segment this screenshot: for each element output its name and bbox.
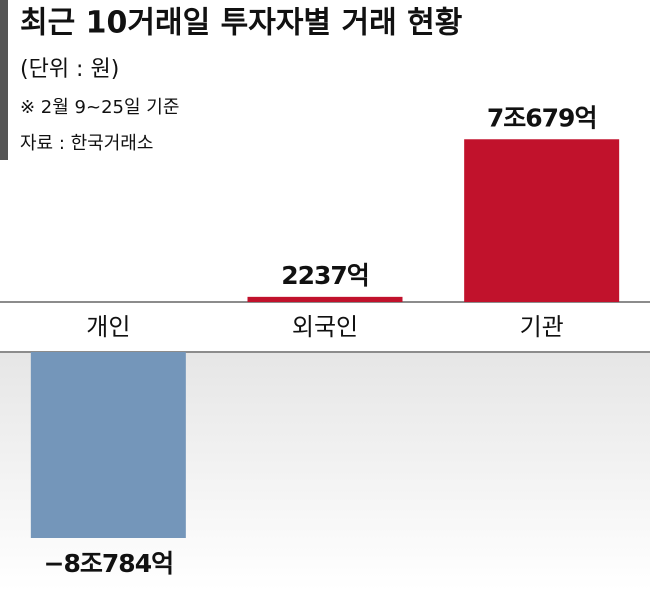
subtitle: (단위 : 원) (20, 57, 119, 82)
value-label: −8조784억 (44, 549, 174, 578)
accent-bar (0, 0, 8, 160)
value-label: 7조679억 (487, 103, 597, 132)
value-label: 2237억 (281, 261, 369, 290)
bar (247, 296, 403, 302)
chart-title: 최근 10거래일 투자자별 거래 현황 (20, 6, 462, 41)
x-tick-label: 개인 (86, 313, 130, 341)
bar (30, 352, 186, 538)
note: 자료 : 한국거래소 (20, 133, 153, 154)
x-tick-label: 외국인 (292, 313, 358, 341)
note: ※ 2월 9~25일 기준 (20, 97, 179, 118)
x-tick-label: 기관 (520, 313, 564, 341)
bar (464, 139, 620, 302)
